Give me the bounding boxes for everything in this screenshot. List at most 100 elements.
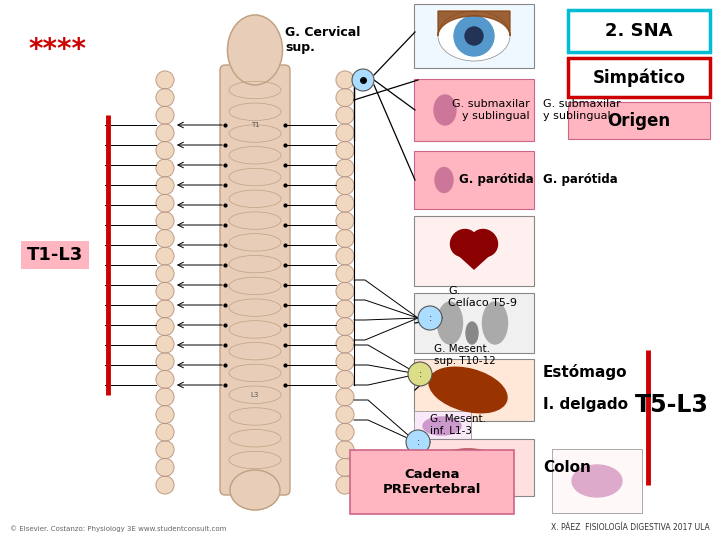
Circle shape [156,282,174,300]
Circle shape [336,141,354,159]
Text: 2. SNA: 2. SNA [606,22,672,40]
FancyBboxPatch shape [414,439,534,496]
Circle shape [336,106,354,124]
Text: I. delgado: I. delgado [543,397,628,413]
Circle shape [336,458,354,476]
Circle shape [352,69,374,91]
Circle shape [156,106,174,124]
Circle shape [156,300,174,318]
Circle shape [156,89,174,106]
Text: G. Mesent.
sup. T10-12: G. Mesent. sup. T10-12 [434,344,496,366]
Circle shape [156,212,174,230]
Ellipse shape [229,451,281,469]
Circle shape [406,430,430,454]
Circle shape [336,423,354,441]
Circle shape [156,124,174,142]
Ellipse shape [429,367,507,413]
Circle shape [156,265,174,283]
Ellipse shape [229,168,281,186]
Ellipse shape [229,212,281,230]
FancyBboxPatch shape [414,293,534,353]
Ellipse shape [423,417,461,435]
Circle shape [336,370,354,388]
Circle shape [156,318,174,335]
Circle shape [336,247,354,265]
Ellipse shape [465,27,483,45]
Ellipse shape [229,321,281,338]
FancyBboxPatch shape [414,151,534,209]
Ellipse shape [230,470,280,510]
Circle shape [336,406,354,423]
Circle shape [156,423,174,441]
FancyBboxPatch shape [568,58,710,97]
Circle shape [336,230,354,247]
Circle shape [156,335,174,353]
Text: Estómago: Estómago [543,364,628,380]
Circle shape [336,300,354,318]
Circle shape [156,159,174,177]
Circle shape [156,388,174,406]
Text: G. submaxilar
y sublingual: G. submaxilar y sublingual [543,99,621,121]
Text: G. Mesent.
inf. L1-3: G. Mesent. inf. L1-3 [430,414,486,436]
Text: G. Cervical
sup.: G. Cervical sup. [285,26,361,54]
Text: ****: **** [28,36,86,64]
Ellipse shape [229,386,281,403]
Ellipse shape [229,234,281,251]
FancyBboxPatch shape [414,79,534,141]
Circle shape [336,89,354,106]
Text: T1-L3: T1-L3 [27,246,83,264]
Ellipse shape [229,429,281,447]
Ellipse shape [482,302,508,344]
Circle shape [336,194,354,212]
Text: :: : [416,437,420,447]
FancyBboxPatch shape [552,449,642,513]
Ellipse shape [428,449,508,487]
Circle shape [336,265,354,283]
Circle shape [156,353,174,371]
Text: T5-L3: T5-L3 [635,393,709,417]
Text: G. parótida: G. parótida [459,173,534,186]
Text: G.
Celíaco T5-9: G. Celíaco T5-9 [448,286,517,308]
Ellipse shape [229,146,281,164]
Ellipse shape [229,299,281,316]
Text: Simpático: Simpático [593,69,685,87]
Circle shape [156,406,174,423]
Text: :: : [361,75,364,85]
Ellipse shape [229,364,281,382]
Ellipse shape [229,408,281,425]
Text: G. parótida: G. parótida [543,173,618,186]
Circle shape [336,177,354,194]
Ellipse shape [229,255,281,273]
Circle shape [156,458,174,476]
Ellipse shape [572,465,622,497]
Circle shape [336,71,354,89]
Ellipse shape [454,16,494,56]
Circle shape [156,194,174,212]
FancyBboxPatch shape [414,411,471,441]
Ellipse shape [438,11,510,61]
Ellipse shape [470,230,498,256]
Circle shape [156,71,174,89]
Circle shape [336,476,354,494]
Circle shape [336,388,354,406]
FancyBboxPatch shape [220,65,290,495]
Text: T1: T1 [251,122,259,128]
Text: X. PÁEZ  FISIOLOGÍA DIGESTIVA 2017 ULA: X. PÁEZ FISIOLOGÍA DIGESTIVA 2017 ULA [552,523,710,532]
Circle shape [336,282,354,300]
Circle shape [156,247,174,265]
FancyBboxPatch shape [568,102,710,139]
Ellipse shape [229,190,281,207]
Ellipse shape [228,15,282,85]
Circle shape [336,441,354,459]
Ellipse shape [434,95,456,125]
Circle shape [156,370,174,388]
Polygon shape [452,249,496,269]
Ellipse shape [435,167,453,192]
Circle shape [156,141,174,159]
Ellipse shape [229,103,281,120]
Circle shape [408,362,432,386]
Circle shape [156,441,174,459]
Text: :: : [428,313,431,323]
Circle shape [336,353,354,371]
Ellipse shape [438,302,462,344]
